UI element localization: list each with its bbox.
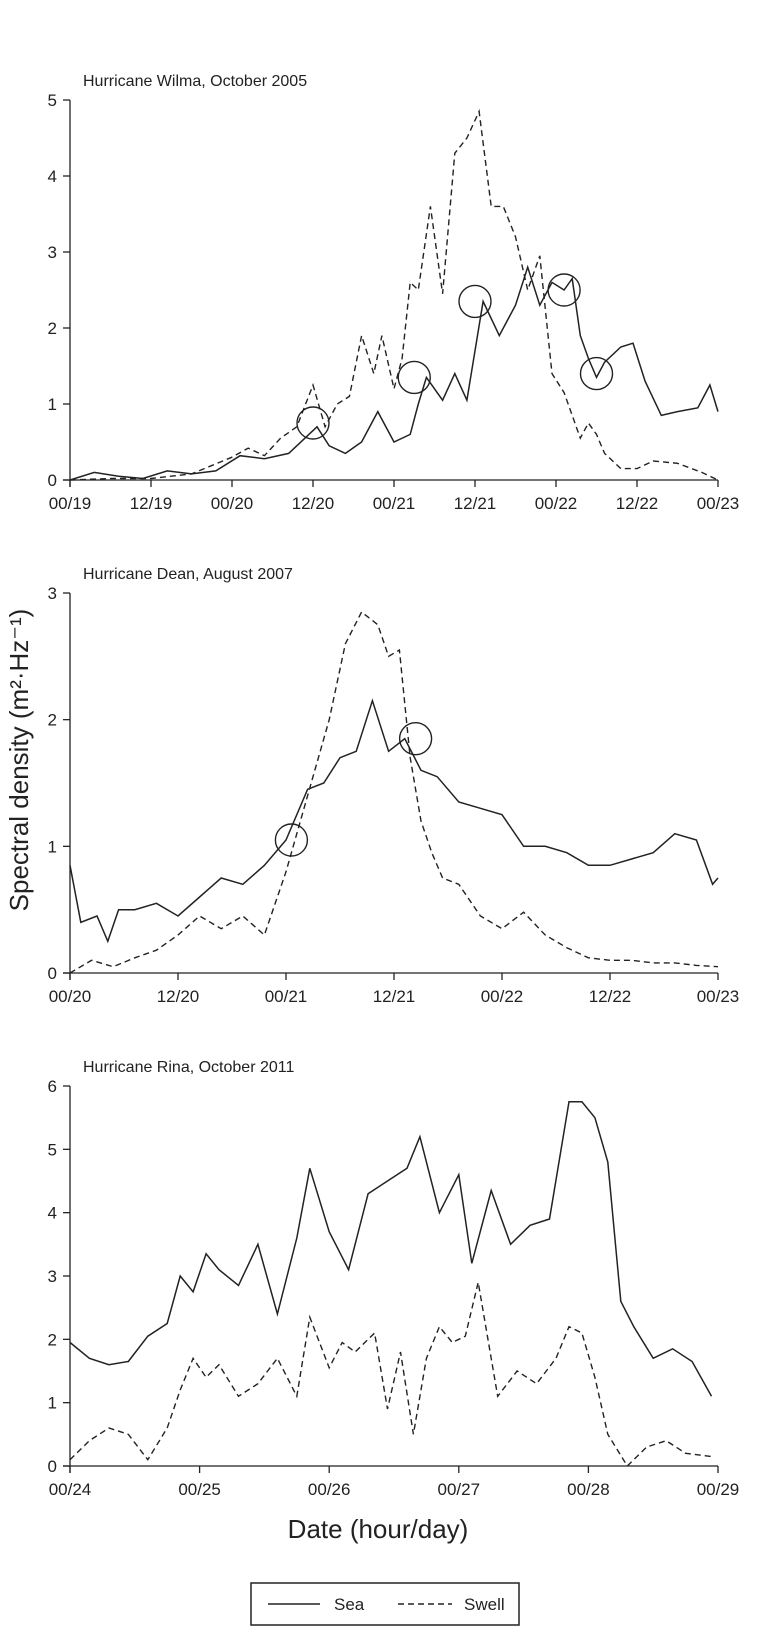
highlight-circle	[398, 721, 433, 756]
x-tick-label: 00/21	[373, 494, 416, 513]
x-tick-label: 00/20	[211, 494, 254, 513]
x-tick-label: 00/21	[265, 987, 308, 1006]
y-tick-label: 3	[48, 243, 57, 262]
highlight-circle	[579, 356, 614, 391]
x-tick-label: 00/20	[49, 987, 92, 1006]
x-tick-label: 12/22	[589, 987, 632, 1006]
y-tick-label: 2	[48, 1330, 57, 1349]
highlight-circle	[296, 406, 330, 440]
x-tick-label: 12/20	[157, 987, 200, 1006]
y-tick-label: 0	[48, 471, 57, 490]
series-line-swell	[69, 108, 719, 481]
x-tick-label: 12/21	[454, 494, 497, 513]
highlight-circle	[458, 284, 492, 319]
legend-sea-label: Sea	[334, 1595, 365, 1614]
y-tick-label: 1	[48, 837, 57, 856]
x-tick-label: 00/23	[697, 987, 740, 1006]
x-tick-label: 12/20	[292, 494, 335, 513]
x-tick-label: 00/24	[49, 1480, 92, 1499]
highlight-circle	[274, 823, 309, 857]
y-tick-label: 4	[48, 167, 57, 186]
x-tick-label: 00/19	[49, 494, 92, 513]
x-tick-label: 00/29	[697, 1480, 740, 1499]
y-tick-label: 0	[48, 964, 57, 983]
chart-panel-2: Hurricane Dean, August 2007 0 1 2 3 00/20 12/2…	[48, 566, 740, 1006]
series-line-sea	[69, 698, 719, 944]
series-line-swell	[69, 1282, 712, 1468]
y-tick-label: 5	[48, 91, 57, 110]
highlight-circle	[397, 360, 431, 395]
chart-panel-3: Hurricane Rina, October 2011 0 1 2 3 4 5 6 00/24…	[48, 1059, 740, 1499]
x-tick-label: 00/22	[481, 987, 524, 1006]
x-tick-label: 00/25	[178, 1480, 221, 1499]
y-tick-label: 3	[48, 584, 57, 603]
x-tick-label: 00/28	[567, 1480, 610, 1499]
x-tick-label: 12/19	[130, 494, 173, 513]
x-axis-label: Date (hour/day)	[288, 1514, 469, 1544]
y-tick-label: 2	[48, 319, 57, 338]
y-tick-label: 3	[48, 1267, 57, 1286]
chart-title: Hurricane Dean, August 2007	[83, 566, 293, 583]
y-axis-label: Spectral density (m²·Hz⁻¹)	[4, 609, 34, 912]
legend-swell-label: Swell	[464, 1595, 505, 1614]
x-tick-label: 00/27	[438, 1480, 481, 1499]
x-tick-label: 00/26	[308, 1480, 351, 1499]
y-tick-label: 6	[48, 1077, 57, 1096]
highlight-circle	[547, 273, 581, 307]
y-tick-label: 2	[48, 711, 57, 730]
series-line-sea	[69, 264, 719, 481]
y-tick-label: 1	[48, 395, 57, 414]
x-tick-label: 12/21	[373, 987, 416, 1006]
y-tick-label: 0	[48, 1457, 57, 1476]
chart-panel-1: Hurricane Wilma, October 2005 0 1 2 3 4 5 00/19…	[48, 73, 740, 513]
chart-title: Hurricane Wilma, October 2005	[83, 73, 307, 90]
legend: Sea Swell	[250, 1582, 520, 1626]
y-tick-label: 1	[48, 1394, 57, 1413]
series-line-swell	[69, 610, 719, 974]
x-tick-label: 00/23	[697, 494, 740, 513]
x-tick-label: 00/22	[535, 494, 578, 513]
y-tick-label: 5	[48, 1140, 57, 1159]
chart-title: Hurricane Rina, October 2011	[83, 1059, 294, 1076]
series-line-sea	[69, 1101, 713, 1397]
y-tick-label: 4	[48, 1204, 57, 1223]
chart-panels: Hurricane Wilma, October 2005 0 1 2 3 4 5 00/19…	[48, 73, 740, 1499]
x-tick-label: 12/22	[616, 494, 659, 513]
